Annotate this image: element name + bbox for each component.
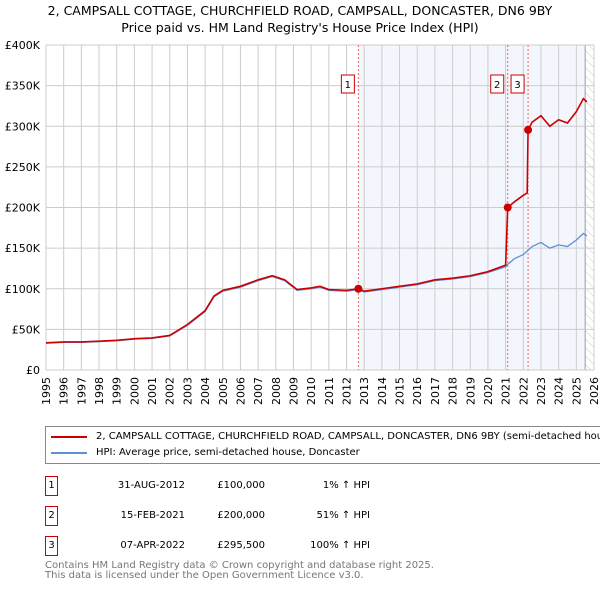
x-tick-label: 2000 <box>128 377 141 405</box>
y-tick-label: £0 <box>26 364 40 377</box>
x-tick-label: 2007 <box>252 377 265 405</box>
chart-title: 2, CAMPSALL COTTAGE, CHURCHFIELD ROAD, C… <box>47 3 553 18</box>
x-tick-label: 2005 <box>217 377 230 405</box>
sale-date: 07-APR-2022 <box>120 540 185 551</box>
sale-label: 3 <box>514 80 520 91</box>
y-tick-label: £50K <box>12 323 41 336</box>
chart-subtitle: Price paid vs. HM Land Registry's House … <box>121 20 479 35</box>
x-tick-label: 2020 <box>482 377 495 405</box>
sale-point <box>354 284 363 293</box>
sale-number: 1 <box>45 476 58 496</box>
y-tick-label: £250K <box>5 161 41 174</box>
x-tick-label: 2017 <box>429 377 442 405</box>
sale-hpi-change: 100% ↑ HPI <box>310 540 370 551</box>
sale-hpi-change: 51% ↑ HPI <box>316 510 370 521</box>
sale-label-box <box>340 74 355 94</box>
legend-blue-line <box>51 451 87 454</box>
x-tick-label: 2002 <box>164 377 177 405</box>
sale-point <box>503 203 512 212</box>
x-tick-label: 2009 <box>287 377 300 405</box>
x-tick-label: 2022 <box>517 377 530 405</box>
sale-label-box <box>490 74 505 94</box>
x-tick-label: 1995 <box>40 377 53 405</box>
x-tick-label: 2025 <box>570 377 583 405</box>
x-tick-label: 2012 <box>341 377 354 405</box>
y-tick-label: £200K <box>5 202 41 215</box>
legend-label-hpi: HPI: Average price, semi-detached house,… <box>96 447 360 458</box>
footer-line-1: Contains HM Land Registry data © Crown c… <box>45 560 434 571</box>
sale-hpi-change: 1% ↑ HPI <box>322 480 370 491</box>
x-tick-label: 2003 <box>181 377 194 405</box>
sale-row: 3 07-APR-2022 £295,500 100% ↑ HPI <box>45 536 445 556</box>
sale-point <box>524 125 533 134</box>
y-tick-label: £100K <box>5 283 41 296</box>
legend-red-line <box>51 435 87 438</box>
x-tick-label: 2010 <box>305 377 318 405</box>
x-tick-label: 2011 <box>323 377 336 405</box>
x-tick-label: 2001 <box>146 377 159 405</box>
plot-area: 1995 1996 1997 1998 1999 2000 2001 2002 2003 2004… <box>5 39 600 405</box>
sale-price: £200,000 <box>217 510 265 521</box>
x-tick-label: 2004 <box>199 377 212 405</box>
x-tick-label: 2013 <box>358 377 371 405</box>
legend-label-property: 2, CAMPSALL COTTAGE, CHURCHFIELD ROAD, C… <box>96 431 600 442</box>
x-tick-label: 1999 <box>111 377 124 405</box>
sale-label: 1 <box>345 80 351 91</box>
legend-item-property: 2, CAMPSALL COTTAGE, CHURCHFIELD ROAD, C… <box>51 431 600 442</box>
y-tick-label: £400K <box>5 39 41 52</box>
sale-label: 2 <box>494 80 500 91</box>
sale-row: 2 15-FEB-2021 £200,000 51% ↑ HPI <box>45 506 445 526</box>
x-tick-label: 1998 <box>93 377 106 405</box>
x-tick-label: 2014 <box>376 377 389 405</box>
footer-line-2: This data is licensed under the Open Gov… <box>45 570 364 581</box>
x-tick-label: 1996 <box>58 377 71 405</box>
x-tick-label: 2021 <box>500 377 513 405</box>
x-tick-label: 2016 <box>411 377 424 405</box>
x-tick-label: 2015 <box>394 377 407 405</box>
x-tick-label: 2024 <box>553 377 566 405</box>
x-tick-label: 2019 <box>464 377 477 405</box>
footer: Contains HM Land Registry data © Crown c… <box>45 561 434 581</box>
sale-price: £100,000 <box>217 480 265 491</box>
sale-number: 3 <box>45 536 58 556</box>
x-tick-label: 2018 <box>447 377 460 405</box>
sale-date: 31-AUG-2012 <box>117 480 185 491</box>
x-tick-label: 2026 <box>588 377 600 405</box>
legend-item-hpi: HPI: Average price, semi-detached house,… <box>51 447 360 458</box>
sale-number: 2 <box>45 506 58 526</box>
x-tick-label: 2006 <box>234 377 247 405</box>
x-tick-label: 2023 <box>535 377 548 405</box>
y-tick-label: £150K <box>5 242 41 255</box>
legend: 2, CAMPSALL COTTAGE, CHURCHFIELD ROAD, C… <box>45 426 600 464</box>
sale-date: 15-FEB-2021 <box>120 510 185 521</box>
sale-label-box <box>510 74 525 94</box>
sale-price: £295,500 <box>217 540 265 551</box>
y-tick-label: £350K <box>5 80 41 93</box>
x-tick-label: 2008 <box>270 377 283 405</box>
x-tick-label: 1997 <box>75 377 88 405</box>
y-tick-label: £300K <box>5 120 41 133</box>
sale-row: 1 31-AUG-2012 £100,000 1% ↑ HPI <box>45 476 445 496</box>
